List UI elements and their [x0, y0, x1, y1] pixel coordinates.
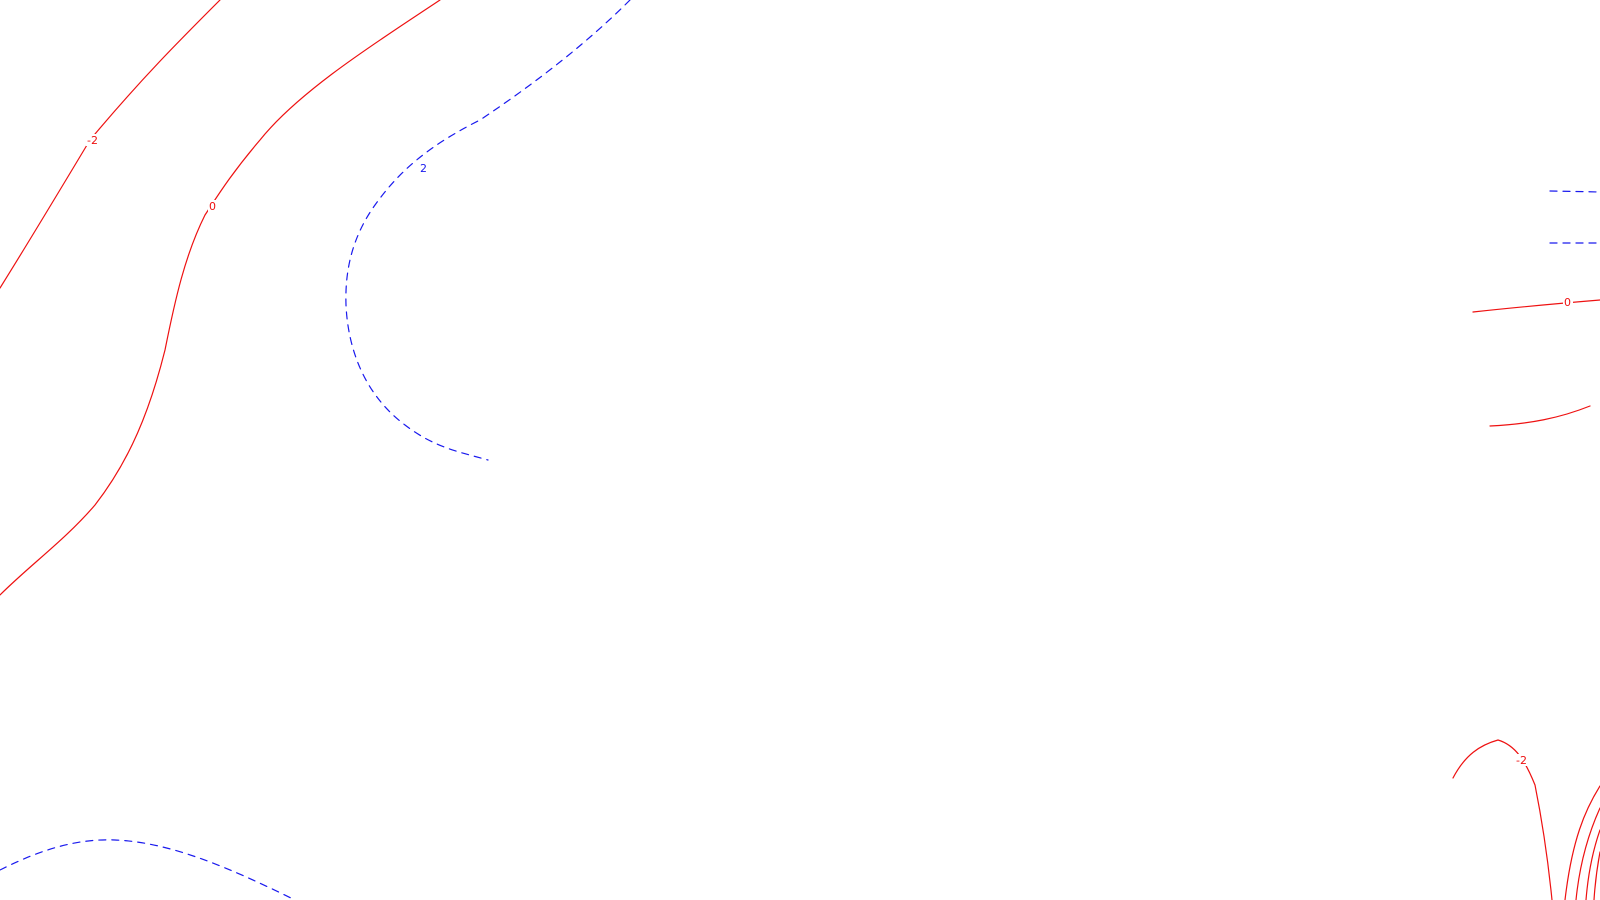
contour-line-dense-4 [1593, 851, 1600, 900]
contour-label-two-center: 2 [420, 162, 427, 175]
contour-line-dense-2 [1575, 807, 1600, 900]
label-mask [1516, 754, 1532, 766]
label-mask [1563, 296, 1573, 308]
contour-label-zero-right: 0 [1564, 296, 1571, 309]
contour-line-two-bottom-left [0, 839, 296, 900]
contour-line-dense-3 [1585, 829, 1600, 900]
contour-line-minus-right-mid [1489, 405, 1591, 427]
contour-line-dense-1 [1564, 785, 1600, 900]
contour-line-two-center [345, 0, 631, 461]
label-mask [86, 134, 100, 146]
contour-line-zero-left [0, 0, 441, 596]
contour-line-two-right-upper [1549, 190, 1600, 193]
contour-line-minus-two-left [0, 0, 221, 289]
contour-label-minus-two-bottom-right: -2 [1516, 754, 1527, 767]
label-mask [419, 162, 431, 174]
label-mask [208, 200, 218, 212]
contour-line-zero-right [1472, 299, 1600, 313]
contour-label-zero-left: 0 [209, 200, 216, 213]
contour-label-minus-two-left: -2 [87, 134, 98, 147]
contour-line-minus-two-bottom-right [1452, 739, 1553, 900]
